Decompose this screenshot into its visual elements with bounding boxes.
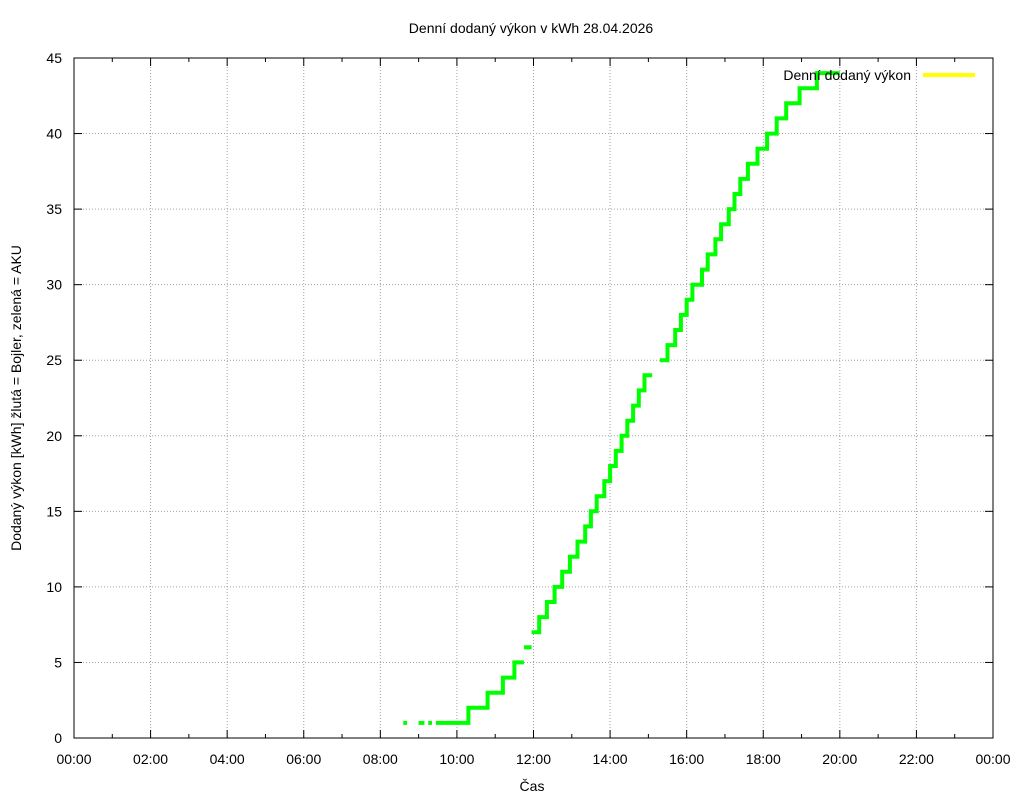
x-tick-label: 20:00 [822,751,857,767]
x-tick-label: 04:00 [210,751,245,767]
x-tick-label: 06:00 [286,751,321,767]
plot-border [73,57,994,739]
y-tick-label: 15 [46,503,62,519]
x-tick-labels: 00:00 02:00 04:00 06:00 08:00 10:00 12:00 14:00… [56,751,1010,767]
y-tick-labels: 0 5 10 15 20 25 30 35 40 45 [46,50,62,746]
legend-label: Denní dodaný výkon [783,67,911,83]
y-tick-label: 10 [46,579,62,595]
chart-title: Denní dodaný výkon v kWh 28.04.2026 [409,20,654,36]
y-tick-label: 0 [54,730,62,746]
series-green-segment [659,71,840,363]
x-tick-label: 02:00 [133,751,168,767]
series-green-segment [435,660,524,725]
x-tick-label: 00:00 [56,751,91,767]
y-tick-label: 20 [46,428,62,444]
x-tick-label: 08:00 [363,751,398,767]
x-tick-label: 00:00 [975,751,1010,767]
x-tick-label: 10:00 [439,751,474,767]
y-tick-label: 40 [46,126,62,142]
y-axis-label: Dodaný výkon [kWh] žlutá = Bojler, zelen… [8,245,24,551]
x-tick-label: 16:00 [669,751,704,767]
y-tick-label: 45 [46,50,62,66]
y-tick-label: 5 [54,654,62,670]
grid [74,58,993,738]
x-tick-label: 12:00 [516,751,551,767]
x-tick-label: 22:00 [899,751,934,767]
legend: Denní dodaný výkon [783,67,975,83]
y-tick-label: 25 [46,352,62,368]
series-green-segment [531,373,653,635]
x-axis-label: Čas [520,778,545,794]
x-tick-label: 14:00 [593,751,628,767]
series-lines [403,71,840,725]
x-tick-label: 18:00 [746,751,781,767]
y-tick-label: 35 [46,201,62,217]
y-tick-label: 30 [46,277,62,293]
